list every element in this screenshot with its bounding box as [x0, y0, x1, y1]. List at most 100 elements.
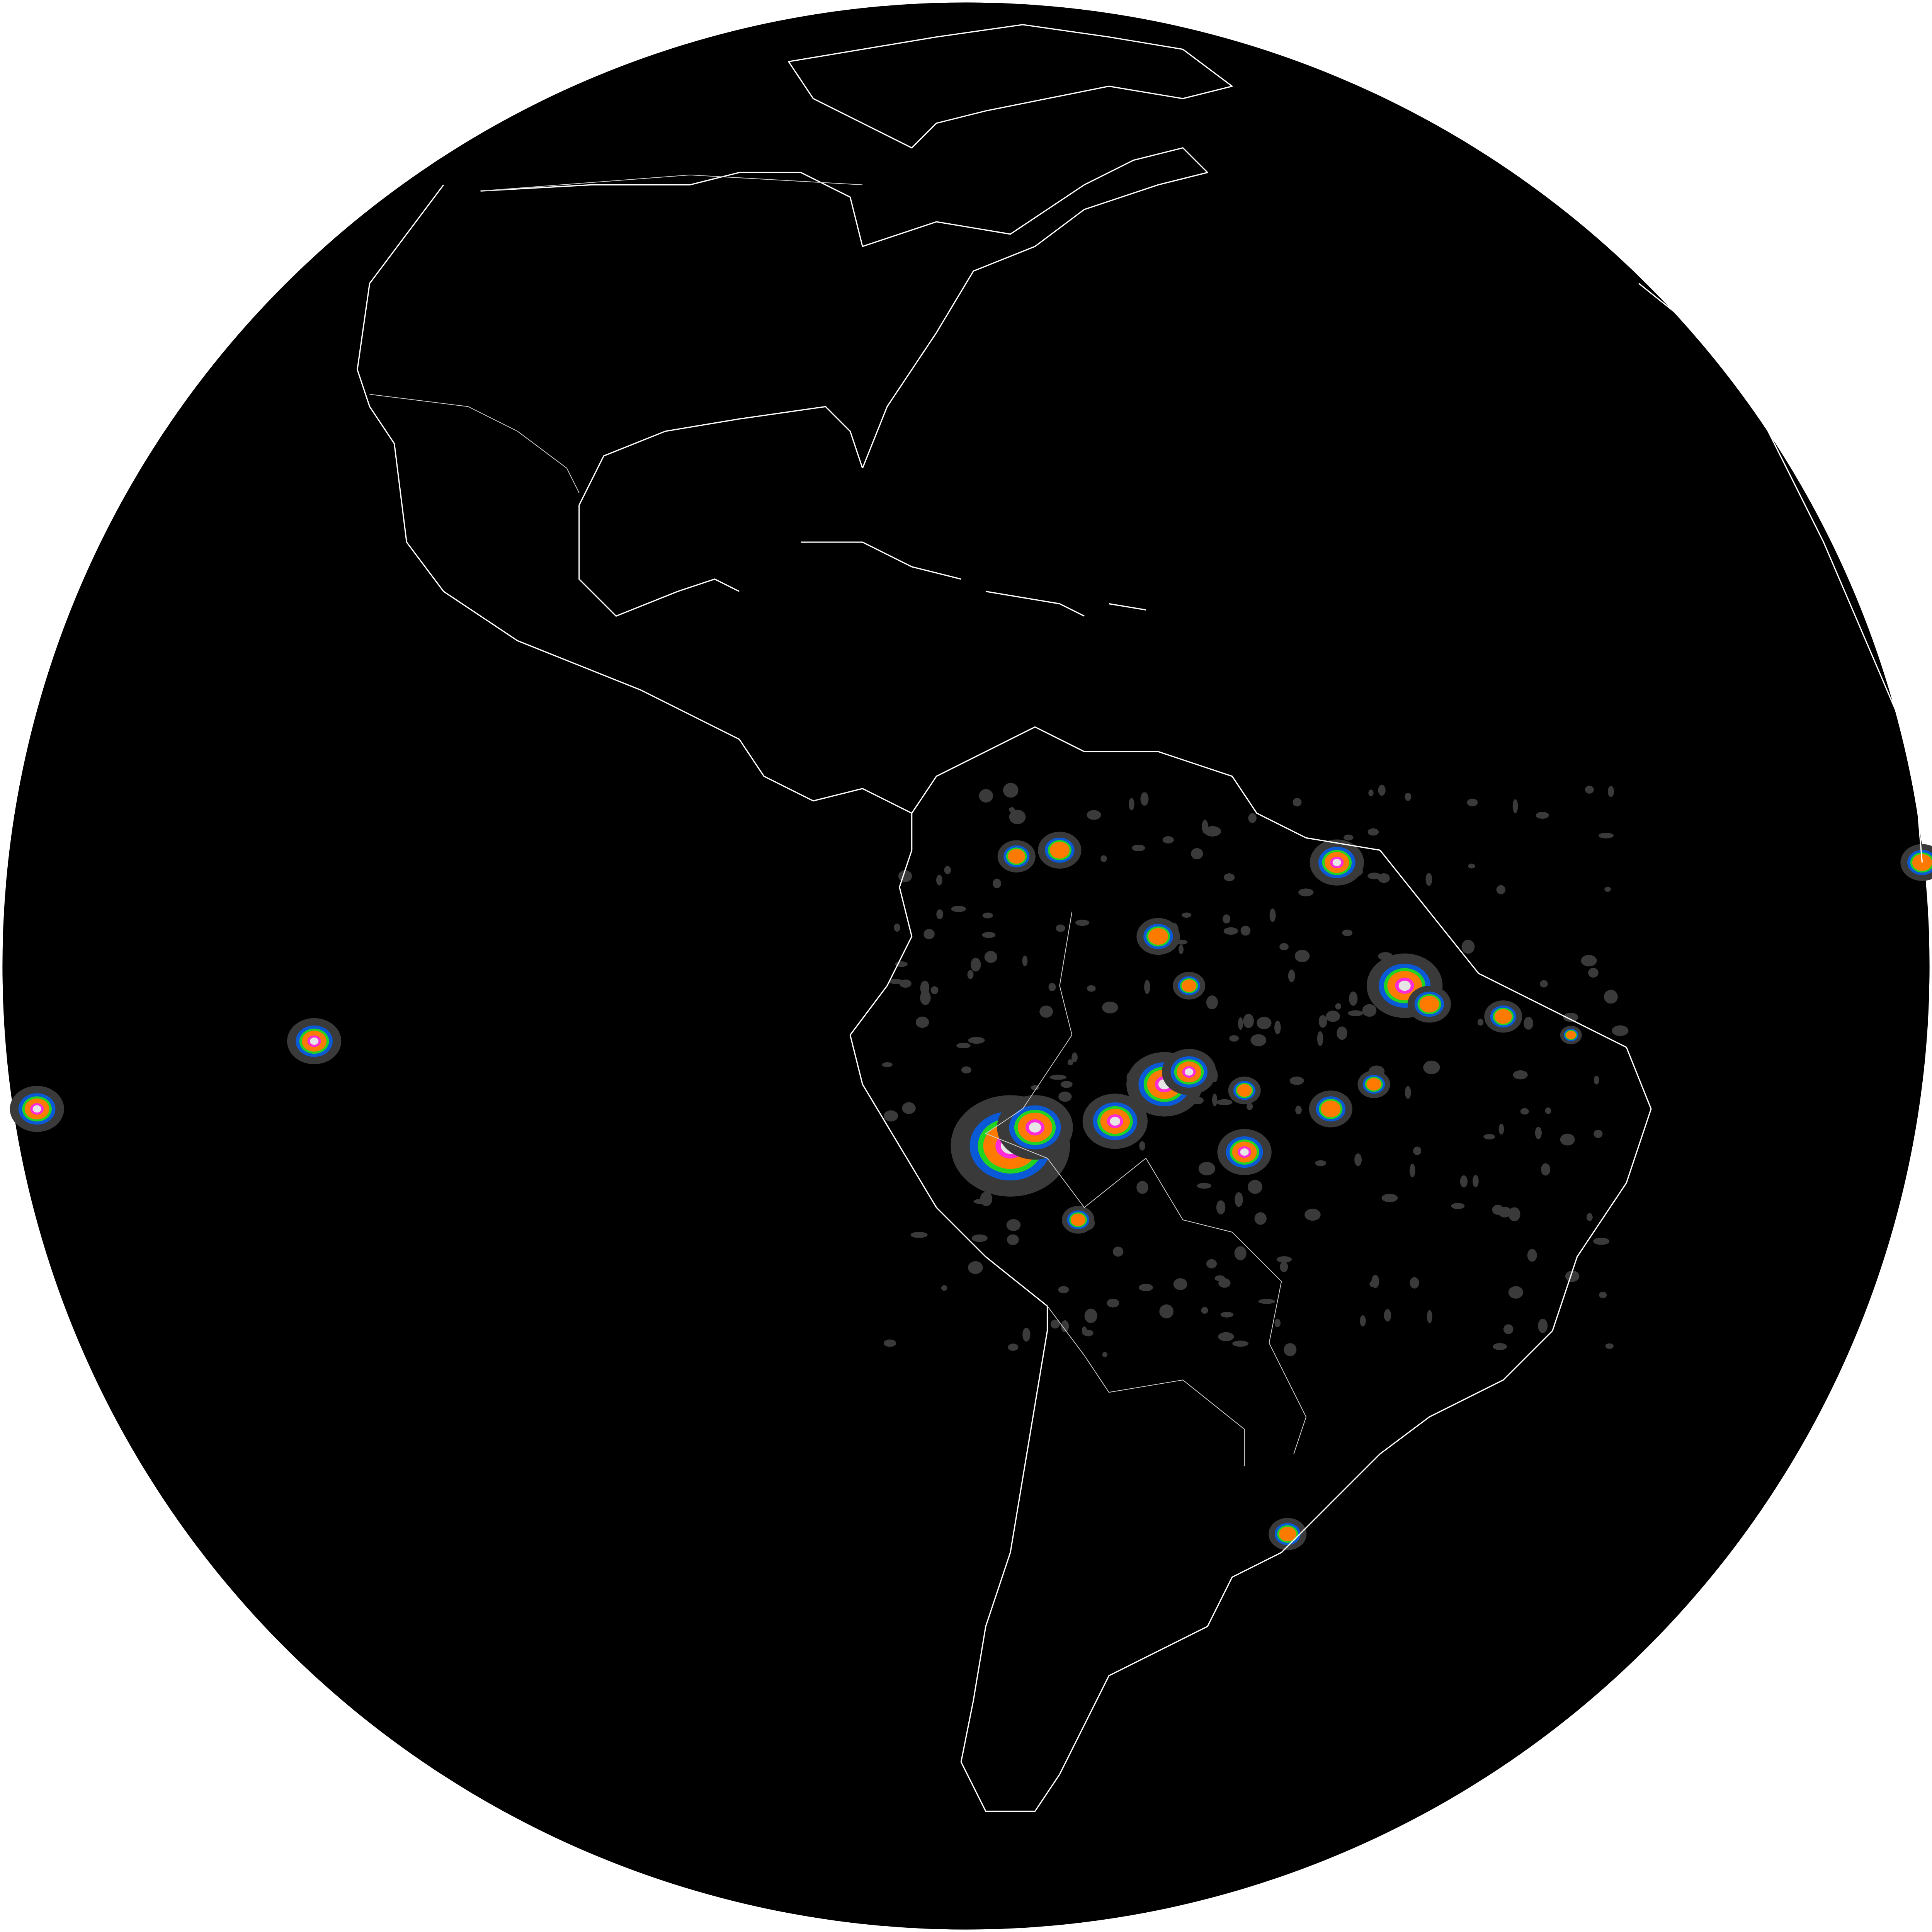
cloud-speck: [1248, 1180, 1262, 1194]
cloud-speck: [1132, 844, 1145, 852]
cloud-speck: [1492, 1343, 1507, 1350]
storm-cell-ring: [1332, 859, 1341, 866]
cloud-speck: [1254, 1212, 1267, 1225]
cloud-speck: [1565, 1270, 1580, 1282]
cloud-speck: [1191, 848, 1203, 860]
cloud-speck: [1216, 1099, 1233, 1105]
cloud-speck: [1354, 1153, 1362, 1166]
cloud-speck: [1100, 855, 1107, 862]
cloud-speck: [1107, 1298, 1119, 1308]
cloud-speck: [1425, 872, 1432, 886]
cloud-speck: [1216, 1200, 1226, 1214]
cloud-speck: [1136, 1181, 1148, 1194]
cloud-speck: [1276, 1256, 1292, 1263]
caribbean-islands: [801, 541, 1146, 617]
cloud-speck: [1257, 1017, 1272, 1029]
cloud-speck: [1604, 886, 1611, 892]
coastlines: [357, 24, 1923, 1812]
cloud-speck: [1050, 1320, 1060, 1329]
cloud-speck: [1144, 980, 1150, 994]
cloud-speck: [1248, 813, 1257, 823]
storm-cell-ring: [1049, 842, 1070, 859]
storm-cell: [997, 1095, 1073, 1160]
cloud-speck: [1335, 1003, 1342, 1010]
cloud-speck: [1326, 1010, 1340, 1022]
cloud-speck: [1477, 1019, 1484, 1026]
cloud-speck: [1451, 1202, 1465, 1209]
cloud-speck: [1071, 1052, 1078, 1062]
cloud-speck: [1608, 786, 1614, 797]
storm-cell-ring: [1182, 979, 1197, 992]
cloud-speck: [979, 789, 993, 803]
cloud-speck: [1218, 1278, 1231, 1288]
cloud-speck: [1604, 990, 1618, 1004]
storm-cell: [1082, 1094, 1148, 1149]
cloud-speck: [1367, 872, 1381, 879]
cloud-speck: [1022, 1328, 1031, 1342]
cloud-speck: [1139, 1141, 1145, 1151]
cloud-speck: [1039, 1005, 1053, 1018]
cloud-speck: [1224, 873, 1235, 881]
cloud-speck: [1269, 908, 1276, 922]
cloud-speck: [1360, 1315, 1366, 1327]
cloud-speck: [951, 906, 966, 912]
cloud-speck: [1496, 885, 1506, 895]
cloud-speck: [1492, 1204, 1504, 1215]
storm-cell: [1484, 1000, 1522, 1033]
storm-cell: [1560, 1026, 1582, 1044]
cloud-speck: [1082, 1326, 1087, 1335]
storm-cell-ring: [32, 1105, 41, 1113]
cloud-speck: [1598, 833, 1614, 838]
cloud-speck: [1293, 798, 1302, 807]
storm-cell-ring: [1029, 1122, 1041, 1133]
cloud-speck: [1348, 1010, 1363, 1016]
cloud-speck: [1362, 1004, 1377, 1017]
north-america-coast: [357, 147, 1208, 814]
cloud-speck: [956, 1043, 971, 1049]
cloud-speck: [1536, 811, 1549, 819]
cloud-speck: [1581, 955, 1597, 966]
cloud-speck: [902, 1102, 916, 1114]
cloud-speck: [1588, 968, 1599, 978]
cloud-speck: [1315, 1160, 1327, 1166]
cloud-speck: [1274, 1020, 1281, 1035]
cloud-speck: [1182, 912, 1192, 918]
cloud-speck: [1594, 1076, 1599, 1085]
cloud-speck: [1318, 1015, 1327, 1028]
cloud-speck: [1538, 1318, 1548, 1333]
storm-cell-ring: [1321, 1100, 1341, 1117]
cloud-speck: [1483, 1134, 1495, 1139]
storm-cell-ring: [1071, 1213, 1086, 1226]
cloud-speck: [971, 957, 981, 972]
greenland-coast: [788, 24, 1233, 149]
cloud-speck: [1343, 834, 1354, 841]
cloud-speck: [1409, 1163, 1415, 1177]
country-borders: [369, 174, 1307, 1466]
cloud-speck: [1048, 983, 1056, 992]
cloud-speck: [1279, 943, 1289, 951]
cloud-speck: [1317, 1031, 1323, 1046]
cloud-speck: [1508, 1207, 1520, 1221]
cloud-speck: [1337, 1026, 1347, 1040]
south-america-coast: [849, 726, 1652, 1812]
cloud-speck: [1612, 1025, 1629, 1036]
cloud-speck: [1206, 1259, 1217, 1269]
cloud-speck: [968, 1037, 985, 1044]
africa-west-limb: [1638, 283, 1923, 863]
cloud-speck: [1284, 1343, 1297, 1356]
cloud-speck: [971, 1234, 988, 1242]
cloud-speck: [1413, 1146, 1422, 1155]
storm-cell-ring: [1279, 1527, 1296, 1541]
cloud-speck: [1513, 1070, 1528, 1080]
storm-cell: [1310, 839, 1364, 886]
cloud-speck: [923, 929, 935, 939]
cloud-speck: [1378, 873, 1390, 883]
cloud-speck: [1087, 985, 1096, 992]
cloud-speck: [1304, 1209, 1321, 1221]
cloud-speck: [1520, 1108, 1529, 1115]
cloud-speck: [1006, 1219, 1021, 1231]
storm-cell-ring: [1566, 1031, 1576, 1039]
cloud-speck: [1139, 1284, 1153, 1291]
cloud-speck: [1508, 1286, 1524, 1299]
